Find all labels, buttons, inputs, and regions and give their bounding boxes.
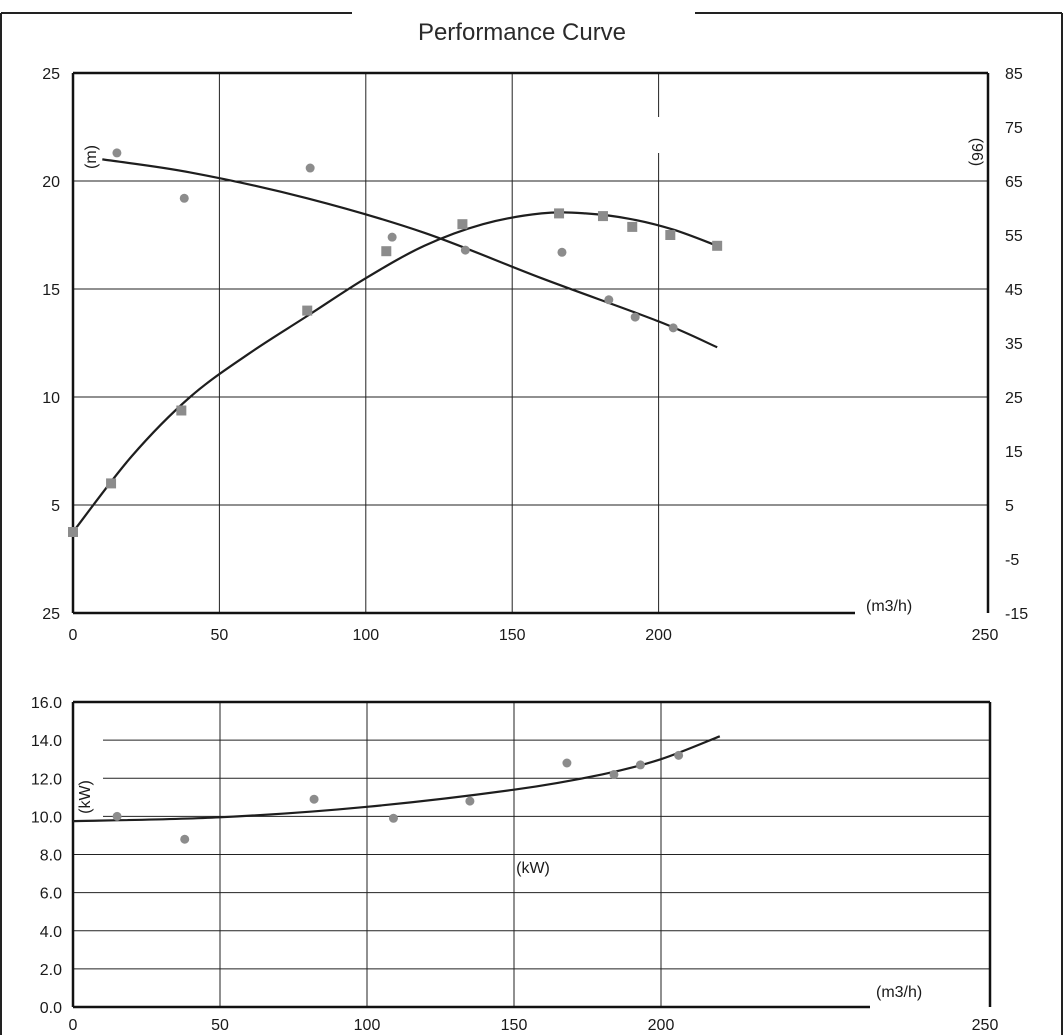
chart1-y2-tick-label: 25	[1005, 390, 1023, 407]
chart1-x-axis-label: (m3/h)	[866, 598, 912, 615]
power-data-point	[112, 811, 122, 821]
chart1-y-tick-label: 10	[42, 390, 60, 407]
chart2-y-tick-label: 4.0	[40, 924, 62, 941]
chart2-y-tick-label: 8.0	[40, 848, 62, 865]
head-data-point	[112, 148, 122, 158]
chart1-y-tick-label: 25	[42, 66, 60, 83]
efficiency-data-point	[68, 527, 78, 537]
chart1-y2-tick-label: -5	[1005, 552, 1019, 569]
chart1-y2-tick-label: 85	[1005, 66, 1023, 83]
power-chart: 0.0 2.0 4.0 6.0 8.0 10.0 12.0 14.0 16.0 0 50 100 150…	[31, 695, 999, 1034]
power-data-point	[674, 750, 684, 760]
chart1-x-tick-label: 0	[69, 627, 78, 644]
efficiency-data-point	[665, 230, 676, 240]
chart1-y2-tick-label: 15	[1005, 444, 1023, 461]
head-data-point	[668, 323, 678, 333]
chart2-y-tick-label: 14.0	[31, 733, 62, 750]
chart2-y-tick-label: 10.0	[31, 809, 62, 826]
power-data-point	[562, 758, 572, 768]
power-curve	[72, 735, 721, 823]
chart1-y2-tick-label: 45	[1005, 282, 1023, 299]
chart1-x-tick-label: 100	[352, 627, 379, 644]
power-data-point	[180, 834, 190, 844]
chart1-y-tick-label: 20	[42, 174, 60, 191]
chart2-x-tick-label: 150	[501, 1017, 528, 1034]
chart2-x-tick-label: 200	[648, 1017, 675, 1034]
efficiency-data-point	[457, 219, 468, 230]
chart2-y-axis-label: (kW)	[77, 780, 94, 814]
efficiency-data-point	[554, 208, 565, 219]
chart1-y2-tick-label: 5	[1005, 498, 1014, 515]
chart-title: Performance Curve	[418, 19, 626, 46]
chart1-y2-tick-label: 75	[1005, 120, 1023, 137]
head-data-point	[604, 295, 614, 305]
chart2-x-axis-label: (m3/h)	[876, 984, 922, 1001]
chart1-x-tick-label: 200	[645, 627, 672, 644]
power-data-point	[388, 813, 398, 823]
chart1-y2-tick-label: 35	[1005, 336, 1023, 353]
chart1-x-tick-label: 250	[972, 627, 999, 644]
chart2-y-tick-label: 12.0	[31, 771, 62, 788]
chart2-y-tick-label: 6.0	[40, 886, 62, 903]
efficiency-curve	[72, 211, 718, 533]
chart2-x-tick-label: 0	[69, 1017, 78, 1034]
efficiency-data-point	[597, 211, 608, 222]
head-data-point	[387, 232, 397, 242]
efficiency-data-point	[302, 305, 313, 316]
chart2-y-tick-label: 0.0	[40, 1000, 62, 1017]
chart2-x-tick-label: 50	[211, 1017, 229, 1034]
chart1-y-tick-label: 15	[42, 282, 60, 299]
chart1-x-tick-label: 50	[211, 627, 229, 644]
efficiency-data-point	[176, 405, 187, 416]
chart1-y2-tick-label: -15	[1005, 606, 1028, 623]
chart2-y-tick-label: 2.0	[40, 962, 62, 979]
chart1-x-tick-label: 150	[499, 627, 526, 644]
chart2-y-tick-label: 16.0	[31, 695, 62, 712]
chart2-annotation: (kW)	[516, 860, 550, 877]
power-data-point	[609, 769, 619, 779]
power-data-point	[635, 760, 645, 770]
chart1-y-tick-label: 25	[42, 606, 60, 623]
chart1-y2-tick-label: 65	[1005, 174, 1023, 191]
chart1-y-tick-label: 5	[51, 498, 60, 515]
chart1-y2-tick-label: 55	[1005, 228, 1023, 245]
head-data-point	[179, 193, 189, 203]
efficiency-data-point	[712, 240, 723, 251]
head-efficiency-chart: 25 5 10 15 20 25 -15 -5 5 15 25 35 45 55 65 75 85 0 50 100 1…	[42, 66, 1028, 644]
chart2-x-tick-label: 250	[972, 1017, 999, 1034]
head-data-point	[630, 312, 640, 322]
head-data-point	[305, 163, 315, 173]
power-data-point	[309, 794, 319, 804]
power-data-point	[465, 796, 475, 806]
head-data-point	[460, 245, 470, 255]
head-curve	[102, 158, 718, 349]
efficiency-data-point	[381, 246, 392, 257]
head-data-point	[557, 247, 567, 257]
efficiency-data-point	[627, 221, 638, 232]
chart1-y2-axis-label: (96)	[968, 138, 985, 166]
chart2-x-tick-label: 100	[354, 1017, 381, 1034]
efficiency-data-point	[106, 478, 117, 489]
chart1-y-axis-label: (m)	[83, 145, 100, 169]
